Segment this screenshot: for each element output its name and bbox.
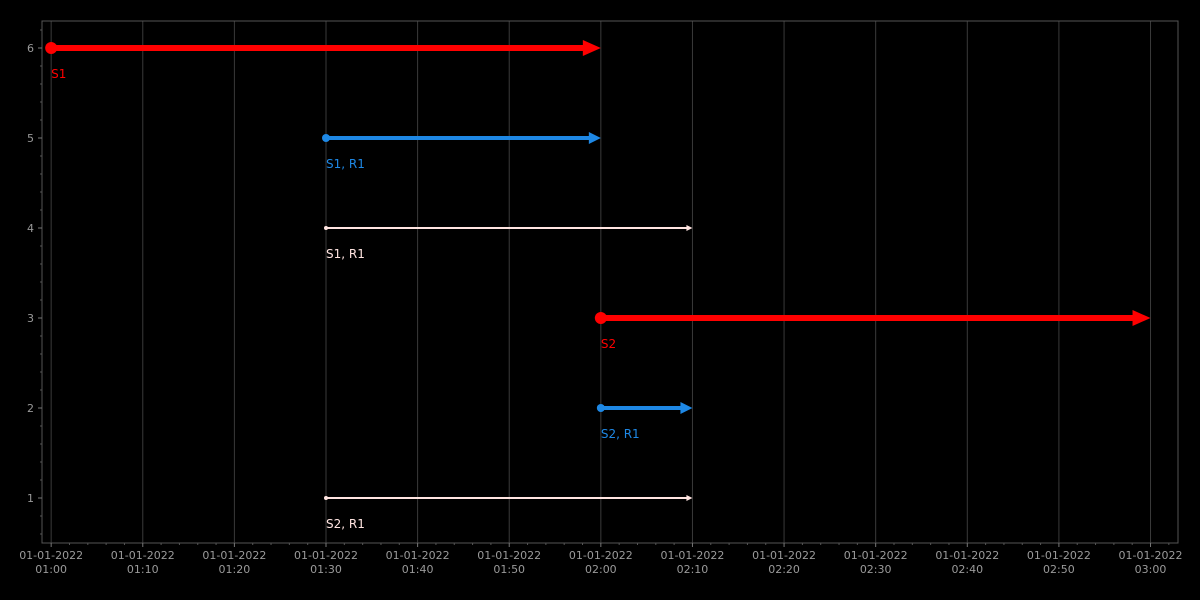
x-tick-time: 02:40	[951, 563, 983, 576]
x-tick-label: 01-01-2022 02:20	[752, 549, 816, 576]
x-tick-label: 01-01-2022 01:40	[386, 549, 450, 576]
x-tick-label: 01-01-2022 01:10	[111, 549, 175, 576]
x-tick-time: 03:00	[1135, 563, 1167, 576]
x-tick-time: 01:20	[219, 563, 251, 576]
x-tick-time: 01:50	[493, 563, 525, 576]
x-tick-time: 01:10	[127, 563, 159, 576]
x-tick-time: 02:20	[768, 563, 800, 576]
x-tick-label: 01-01-2022 01:30	[294, 549, 358, 576]
x-tick-date: 01-01-2022	[294, 549, 358, 562]
x-tick-date: 01-01-2022	[477, 549, 541, 562]
x-tick-date: 01-01-2022	[386, 549, 450, 562]
x-tick-time: 02:10	[677, 563, 709, 576]
y-tick-label: 2	[27, 402, 34, 415]
segment-label: S1, R1	[326, 247, 365, 261]
x-tick-label: 01-01-2022 02:00	[569, 549, 633, 576]
x-tick-date: 01-01-2022	[202, 549, 266, 562]
y-tick-label: 3	[27, 312, 34, 325]
segment-label: S2, R1	[326, 517, 365, 531]
segment-start-dot	[324, 496, 328, 500]
y-tick-label: 4	[27, 222, 34, 235]
x-tick-date: 01-01-2022	[1119, 549, 1183, 562]
timeline-segment: S2	[594, 310, 1151, 351]
timeline-segment: S1	[45, 40, 601, 81]
segment-arrowhead	[1132, 310, 1151, 326]
x-tick-time: 01:30	[310, 563, 342, 576]
x-tick-date: 01-01-2022	[569, 549, 633, 562]
x-tick-label: 01-01-2022 01:50	[477, 549, 541, 576]
x-tick-date: 01-01-2022	[752, 549, 816, 562]
x-tick-time: 01:00	[35, 563, 67, 576]
segment-start-dot	[45, 42, 58, 54]
segment-label: S1	[51, 67, 66, 81]
x-tick-date: 01-01-2022	[660, 549, 724, 562]
segment-arrowhead	[686, 495, 693, 501]
segment-start-dot	[324, 226, 328, 230]
segment-start-dot	[322, 134, 330, 142]
y-tick-label: 1	[27, 492, 34, 505]
segments: S1 S1, R1 S1, R1 S2 S2, R1 S2, R1	[45, 40, 1151, 531]
x-tick-date: 01-01-2022	[1027, 549, 1091, 562]
y-tick-label: 6	[27, 42, 34, 55]
segment-label: S2	[601, 337, 616, 351]
timeline-segment: S1, R1	[322, 132, 601, 171]
x-tick-time: 02:30	[860, 563, 892, 576]
plot-frame	[41, 20, 1179, 544]
segment-arrowhead	[686, 225, 693, 231]
segment-arrowhead	[588, 132, 601, 144]
x-tick-label: 01-01-2022 02:50	[1027, 549, 1091, 576]
x-tick-date: 01-01-2022	[19, 549, 83, 562]
timeline-segment: S2, R1	[596, 402, 693, 441]
x-tick-label: 01-01-2022 02:40	[935, 549, 999, 576]
y-tick-label: 5	[27, 132, 34, 145]
x-tick-label: 01-01-2022 02:10	[660, 549, 724, 576]
segment-label: S1, R1	[326, 157, 365, 171]
segment-start-dot	[596, 404, 605, 412]
grid-lines	[50, 21, 1152, 543]
segment-arrowhead	[680, 402, 693, 414]
x-tick-date: 01-01-2022	[844, 549, 908, 562]
x-tick-time: 01:40	[402, 563, 434, 576]
x-tick-time: 02:00	[585, 563, 617, 576]
x-tick-date: 01-01-2022	[935, 549, 999, 562]
x-tick-label: 01-01-2022 02:30	[844, 549, 908, 576]
timeline-segment: S1, R1	[324, 225, 693, 261]
x-tick-date: 01-01-2022	[111, 549, 175, 562]
segment-label: S2, R1	[601, 427, 640, 441]
timeline-segment: S2, R1	[324, 495, 693, 531]
x-tick-time: 02:50	[1043, 563, 1075, 576]
x-tick-label: 01-01-2022 03:00	[1119, 549, 1183, 576]
x-tick-label: 01-01-2022 01:20	[202, 549, 266, 576]
segment-start-dot	[594, 312, 607, 324]
x-tick-label: 01-01-2022 01:00	[19, 549, 83, 576]
segment-arrowhead	[582, 40, 601, 56]
